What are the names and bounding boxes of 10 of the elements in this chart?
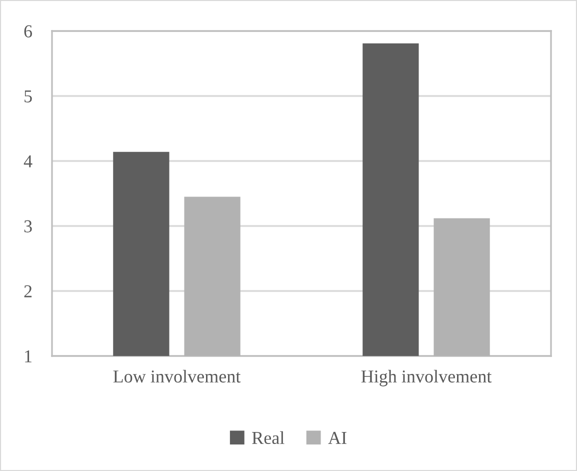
x-tick-label: High involvement (361, 370, 492, 386)
x-tick-label: Low involvement (113, 370, 241, 383)
y-tick-label: 1 (25, 350, 32, 362)
y-tick-label: 5 (24, 90, 32, 102)
legend-label: AI (328, 432, 346, 444)
y-tick-label: 2 (24, 285, 32, 298)
y-tick-label: 4 (24, 155, 32, 168)
y-tick-label: 6 (24, 25, 32, 38)
y-tick-label: 3 (24, 220, 32, 232)
legend-label: Real (252, 431, 284, 444)
